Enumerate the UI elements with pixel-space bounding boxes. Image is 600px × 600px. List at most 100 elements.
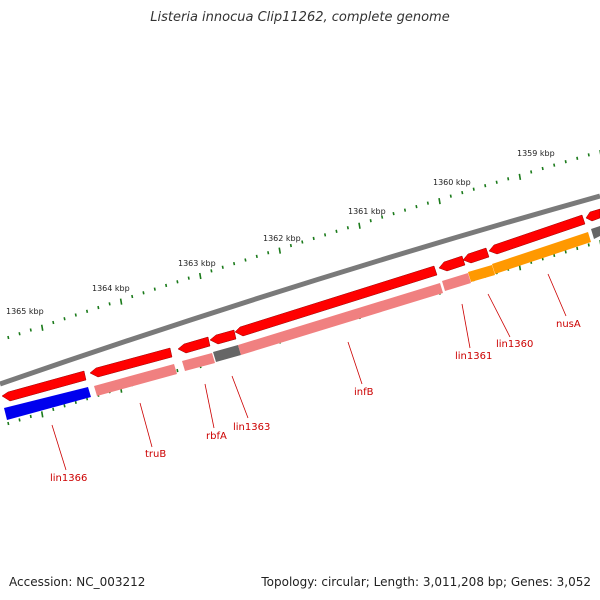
scale-tick (518, 173, 522, 181)
scale-tick (40, 324, 44, 331)
scale-tick (63, 317, 66, 321)
scale-tick (187, 276, 190, 280)
cds-next[interactable] (591, 226, 600, 239)
scale-tick (553, 163, 556, 167)
gene-label-nusA[interactable]: nusA (556, 319, 581, 330)
kbp-label: 1365 kbp (6, 307, 44, 316)
scale-tick (587, 153, 590, 157)
scale-tick (392, 211, 395, 216)
scale-tick (267, 251, 270, 255)
cds-lin1361[interactable] (442, 273, 471, 291)
scale-tick (52, 320, 55, 325)
kbp-label-group: 1359 kbp 1360 kbp 1361 kbp 1362 kbp 1363 kbp… (6, 149, 555, 316)
kbp-label: 1363 kbp (178, 259, 216, 268)
scale-tick (29, 328, 32, 332)
scale-tick (484, 184, 487, 188)
scale-tick (198, 272, 202, 280)
scale-tick (541, 166, 544, 171)
gene-arrow-lin1361[interactable] (438, 255, 466, 272)
scale-tick (210, 269, 213, 273)
scale-tick (381, 215, 384, 219)
scale-tick (255, 254, 258, 259)
scale-tick (40, 411, 44, 418)
scale-tick (74, 400, 77, 404)
cds-track (4, 226, 600, 420)
scale-tick (18, 418, 21, 422)
gene-track (1, 208, 600, 402)
gene-arrow-next[interactable] (585, 208, 600, 222)
scale-tick (176, 280, 179, 284)
gene-label-lin1366[interactable]: lin1366 (50, 473, 87, 484)
scale-tick (119, 298, 123, 305)
gene-labels: lin1366 truB rbfA lin1363 infB lin1361 l… (50, 319, 581, 484)
scale-tick (7, 421, 10, 426)
genome-backbone (0, 193, 600, 387)
label-leaders (51, 273, 567, 471)
kbp-label: 1362 kbp (263, 234, 301, 243)
scale-tick (507, 177, 510, 181)
scale-tick (564, 250, 567, 254)
cds-lin1360[interactable] (468, 265, 495, 282)
accession-label: Accession: NC_003212 (9, 575, 146, 589)
scale-tick (335, 229, 338, 233)
cds-nusA[interactable] (492, 232, 591, 274)
scale-tick (74, 313, 77, 317)
scale-tick (85, 309, 89, 313)
genome-summary: Topology: circular; Length: 3,011,208 bp… (261, 575, 591, 589)
scale-tick (495, 180, 498, 184)
scale-tick (301, 240, 304, 244)
gene-arrow-rbfA[interactable] (177, 336, 211, 354)
scale-tick (97, 305, 100, 310)
scale-tick (63, 404, 66, 408)
scale-tick (415, 204, 418, 209)
scale-tick (153, 287, 156, 291)
gene-arrow-lin1360[interactable] (462, 247, 490, 264)
kbp-label: 1359 kbp (517, 149, 555, 158)
gene-label-infB[interactable]: infB (354, 387, 374, 398)
scale-tick (369, 219, 372, 223)
gene-arrow-lin1366[interactable] (1, 370, 87, 402)
scale-tick (165, 283, 168, 288)
kbp-label: 1361 kbp (348, 207, 386, 216)
gene-arrow-lin1363[interactable] (209, 329, 237, 345)
scale-tick (142, 291, 145, 295)
gene-label-lin1361[interactable]: lin1361 (455, 351, 492, 362)
cds-rbfA[interactable] (182, 353, 215, 371)
scale-tick (52, 407, 55, 412)
kbp-label: 1360 kbp (433, 178, 471, 187)
gene-arrow-nusA[interactable] (488, 214, 586, 255)
scale-tick (358, 222, 361, 229)
cds-truB[interactable] (94, 364, 177, 396)
scale-tick (553, 253, 556, 258)
upper-tick-row (7, 150, 600, 340)
gene-arrow-truB[interactable] (89, 347, 173, 378)
scale-tick (29, 414, 32, 419)
scale-tick (576, 156, 579, 160)
scale-tick (244, 258, 247, 262)
scale-tick (289, 243, 293, 248)
cds-lin1363[interactable] (213, 345, 241, 362)
gene-label-rbfA[interactable]: rbfA (206, 431, 227, 442)
scale-tick (346, 226, 349, 230)
scale-tick (233, 261, 236, 266)
scale-tick (176, 368, 179, 373)
map-title: Listeria innocua Clip11262, complete gen… (150, 10, 450, 25)
gene-label-lin1360[interactable]: lin1360 (496, 339, 533, 350)
scale-tick (221, 265, 224, 269)
gene-label-lin1363[interactable]: lin1363 (233, 422, 270, 433)
scale-tick (18, 332, 21, 336)
cds-infB[interactable] (238, 283, 443, 355)
scale-tick (530, 170, 533, 174)
scale-tick (108, 302, 111, 306)
scale-tick (449, 194, 452, 198)
gene-label-truB[interactable]: truB (145, 449, 166, 460)
scale-tick (587, 243, 590, 247)
cds-lin1366[interactable] (4, 387, 91, 420)
scale-tick (403, 208, 407, 212)
scale-tick (576, 246, 579, 251)
scale-tick (461, 190, 464, 195)
gene-arrow-infB[interactable] (234, 265, 438, 337)
scale-tick (323, 233, 327, 237)
scale-tick (438, 197, 441, 205)
